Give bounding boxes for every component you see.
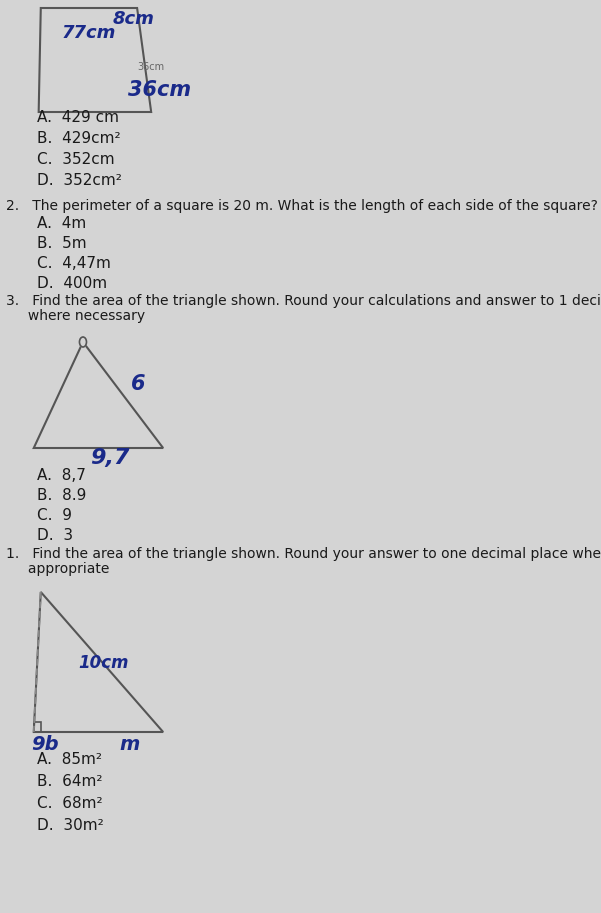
Text: B.  429cm²: B. 429cm² xyxy=(37,131,120,146)
Text: 10cm: 10cm xyxy=(79,654,129,672)
Text: 2.   The perimeter of a square is 20 m. What is the length of each side of the s: 2. The perimeter of a square is 20 m. Wh… xyxy=(5,199,597,213)
Text: D.  30m²: D. 30m² xyxy=(37,818,103,833)
Text: 9b: 9b xyxy=(31,735,58,754)
Text: m: m xyxy=(120,735,140,754)
Text: where necessary: where necessary xyxy=(5,309,145,323)
Text: A.  85m²: A. 85m² xyxy=(37,752,102,767)
Text: 1.   Find the area of the triangle shown. Round your answer to one decimal place: 1. Find the area of the triangle shown. … xyxy=(5,547,601,561)
Text: A.  4m: A. 4m xyxy=(37,216,86,231)
Text: 36cm: 36cm xyxy=(128,80,191,100)
Text: B.  5m: B. 5m xyxy=(37,236,86,251)
Text: 3.   Find the area of the triangle shown. Round your calculations and answer to : 3. Find the area of the triangle shown. … xyxy=(5,294,601,308)
Text: A.  429 cm: A. 429 cm xyxy=(37,110,118,125)
Circle shape xyxy=(79,337,87,347)
Text: C.  352cm: C. 352cm xyxy=(37,152,114,167)
Text: appropriate: appropriate xyxy=(5,562,109,576)
Text: C.  4,47m: C. 4,47m xyxy=(37,256,111,271)
Text: 8cm: 8cm xyxy=(112,10,154,28)
Text: B.  8.9: B. 8.9 xyxy=(37,488,86,503)
Text: 77cm: 77cm xyxy=(62,24,116,42)
Text: B.  64m²: B. 64m² xyxy=(37,774,102,789)
Text: 9,7: 9,7 xyxy=(90,448,129,468)
Text: A.  8,7: A. 8,7 xyxy=(37,468,85,483)
Text: C.  9: C. 9 xyxy=(37,508,72,523)
Text: C.  68m²: C. 68m² xyxy=(37,796,102,811)
Text: D.  400m: D. 400m xyxy=(37,276,107,291)
Text: D.  352cm²: D. 352cm² xyxy=(37,173,121,188)
Text: 36cm: 36cm xyxy=(138,62,165,72)
Text: 6: 6 xyxy=(131,374,145,394)
Text: D.  3: D. 3 xyxy=(37,528,73,543)
